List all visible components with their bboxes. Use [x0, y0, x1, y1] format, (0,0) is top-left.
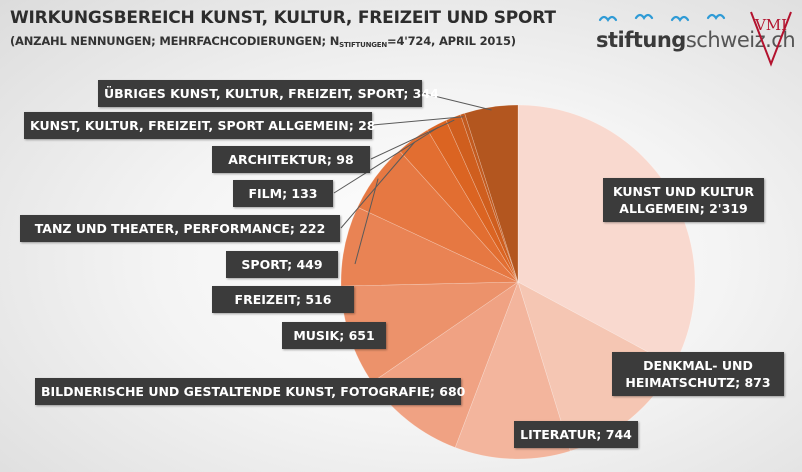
leader-line — [372, 116, 464, 126]
vmi-logo-icon: VMI — [750, 11, 792, 67]
slice-label: ÜBRIGES KUNST, KULTUR, FREIZEIT, SPORT; … — [98, 80, 439, 107]
chart-title: WIRKUNGSBEREICH KUNST, KULTUR, FREIZEIT … — [10, 8, 556, 28]
pie-slice — [340, 206, 519, 287]
pie-slice — [357, 150, 519, 283]
leader-line — [340, 141, 416, 229]
slice-label: LITERATUR; 744 — [514, 421, 638, 448]
subtitle-suffix: =4'724, APRIL 2015) — [387, 34, 516, 48]
leader-line — [370, 119, 455, 160]
subtitle-subscript: STIFTUNGEN — [339, 41, 388, 49]
stiftungschweiz-logo: stiftungschweiz.ch — [596, 28, 796, 52]
slice-label: FILM; 133 — [233, 180, 333, 207]
birds-logo-icon — [598, 13, 726, 22]
logo-bold-part: stiftung — [596, 28, 686, 52]
slice-label: TANZ UND THEATER, PERFORMANCE; 222 — [20, 215, 340, 242]
leader-line — [333, 127, 439, 194]
slice-label-line: KUNST UND KULTUR — [612, 184, 755, 199]
leader-line — [354, 178, 379, 265]
slice-label: ARCHITEKTUR; 98 — [212, 146, 370, 173]
chart-subtitle: (ANZAHL NENNUNGEN; MEHRFACHCODIERUNGEN; … — [10, 34, 516, 49]
subtitle-prefix: (ANZAHL NENNUNGEN; MEHRFACHCODIERUNGEN; … — [10, 34, 340, 48]
slice-label: MUSIK; 651 — [282, 322, 386, 349]
slice-label: FREIZEIT; 516 — [212, 286, 354, 313]
slice-label: KUNST, KULTUR, FREIZEIT, SPORT ALLGEMEIN… — [24, 112, 376, 139]
pie-slice — [427, 119, 519, 283]
slice-label: KUNST UND KULTUR ALLGEMEIN; 2'319 — [603, 178, 764, 222]
slice-label: DENKMAL- UND HEIMATSCHUTZ; 873 — [612, 352, 784, 396]
vmi-logo-text: VMI — [754, 16, 787, 34]
pie-slice — [464, 104, 519, 283]
leader-lines — [333, 92, 492, 265]
slice-label-line: ALLGEMEIN; 2'319 — [619, 201, 748, 216]
slice-label: BILDNERISCHE UND GESTALTENDE KUNST, FOTO… — [35, 378, 465, 405]
slice-label-line: DENKMAL- UND — [643, 358, 753, 373]
slice-label-line: HEIMATSCHUTZ; 873 — [625, 375, 771, 390]
slice-label: SPORT; 449 — [226, 251, 338, 278]
pie-slice — [460, 112, 519, 283]
pie-slice — [454, 281, 571, 460]
leader-line — [421, 92, 492, 111]
